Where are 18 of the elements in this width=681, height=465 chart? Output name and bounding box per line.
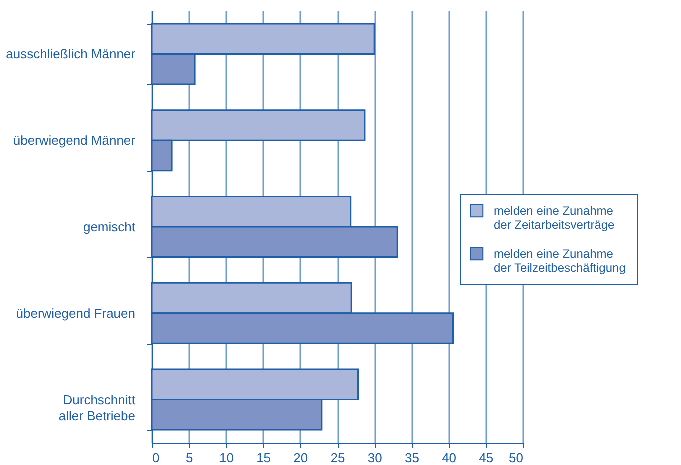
x-tick-label: 20: [294, 450, 308, 465]
y-tick-label: überwiegend Frauen: [16, 306, 136, 321]
x-tick-label: 0: [152, 450, 160, 465]
x-tick-label: 5: [186, 450, 194, 465]
y-tick-label: gemischt: [83, 220, 136, 234]
y-tick-label: überwiegend Männer: [13, 133, 136, 148]
x-tick-label: 10: [219, 450, 234, 465]
y-tick-label: Durchschnitt aller Betriebe: [58, 392, 136, 424]
x-tick-label: 45: [479, 450, 494, 465]
x-tick-label: 15: [256, 450, 272, 465]
x-tick-label: 30: [368, 450, 382, 465]
x-tick-label: 35: [404, 450, 420, 465]
x-tick-label: 25: [330, 450, 346, 465]
legend-label: melden eine Zunahme der Zeitarbeitsverträge: [494, 204, 616, 232]
legend-label: melden eine Zunahme der Teilzeitbeschäftigung: [494, 247, 626, 275]
x-tick-label: 40: [442, 450, 457, 465]
y-tick-label: ausschließlich Männer: [6, 46, 136, 62]
x-tick-label: 50: [509, 450, 524, 465]
